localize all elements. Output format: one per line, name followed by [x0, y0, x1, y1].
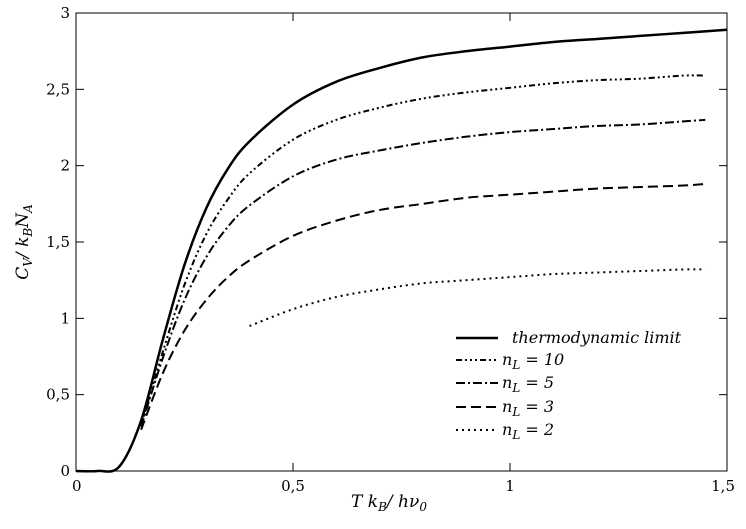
x-tick-label: 0,5: [281, 477, 305, 495]
plot-frame: [75, 12, 728, 472]
x-tick-label: 0: [72, 477, 82, 495]
x-axis-ticks: 0 0,5 1 1,5: [72, 13, 735, 495]
legend-rest-nl-3: = 3: [520, 397, 554, 416]
legend-text-thermodynamic-limit: thermodynamic limit: [512, 328, 682, 347]
y-label-part-1: C: [13, 267, 33, 280]
legend-n-nl-2: n: [502, 420, 512, 439]
y-tick-label: 1: [60, 309, 70, 327]
y-axis-label: CV/ kBNA: [13, 204, 35, 280]
legend-n-nl-3: n: [502, 397, 512, 416]
y-axis-ticks: 0 0,5 1 1,5 2 2,5 3: [46, 4, 727, 480]
y-tick-label: 3: [60, 4, 70, 22]
series-line-nl-3: [140, 182, 706, 431]
legend-entry-thermodynamic-limit: thermodynamic limit: [456, 328, 682, 347]
y-label-part-2: / k: [13, 237, 33, 260]
legend-label-nl-2: nL = 2: [502, 420, 554, 442]
series-lines: [75, 28, 728, 473]
y-tick-label: 1,5: [46, 233, 70, 251]
legend-rest-nl-5: = 5: [520, 373, 554, 392]
legend-rest-nl-10: = 10: [520, 350, 564, 369]
legend-sub-nl-10: L: [511, 358, 520, 372]
legend-label-nl-10: nL = 10: [502, 350, 564, 372]
x-label-part-2: / hν: [385, 492, 419, 512]
legend-sub-nl-5: L: [511, 381, 520, 395]
series-line-nl-5: [140, 118, 706, 428]
series-line-nl-10: [140, 74, 706, 426]
legend-sub-nl-2: L: [511, 428, 520, 442]
y-label-sub-3: A: [21, 204, 35, 214]
y-label-part-3: N: [13, 212, 33, 229]
x-tick-label: 1,5: [711, 477, 735, 495]
series-line-nl-2: [249, 268, 706, 327]
legend-rest-nl-2: = 2: [520, 420, 554, 439]
y-tick-label: 0: [60, 462, 70, 480]
series-line-thermodynamic-limit: [75, 28, 728, 473]
legend-n-nl-10: n: [502, 350, 512, 369]
x-label-part-1: T k: [351, 492, 378, 512]
y-tick-label: 2,5: [46, 80, 70, 98]
legend-n-nl-5: n: [502, 373, 512, 392]
y-tick-label: 0,5: [46, 386, 70, 404]
y-label-sub-2: B: [21, 228, 35, 238]
legend-entry-nl-5: nL = 5: [456, 373, 554, 395]
legend-entry-nl-2: nL = 2: [456, 420, 554, 442]
legend: thermodynamic limit nL = 10 nL = 5 nL = …: [456, 328, 682, 442]
y-tick-label: 2: [60, 157, 70, 175]
legend-label-nl-3: nL = 3: [502, 397, 554, 419]
legend-label-nl-5: nL = 5: [502, 373, 554, 395]
x-label-sub-1: B: [377, 500, 387, 514]
legend-label-thermodynamic-limit: thermodynamic limit: [512, 328, 682, 347]
legend-entry-nl-3: nL = 3: [456, 397, 554, 419]
x-label-sub-2: 0: [419, 500, 427, 514]
x-axis-label: T kB/ hν0: [351, 492, 427, 514]
plot-area: 0 0,5 1 1,5 0 0,5 1 1,5 2 2,5 3: [46, 4, 735, 495]
x-tick-label: 1: [505, 477, 515, 495]
legend-sub-nl-3: L: [511, 405, 520, 419]
legend-entry-nl-10: nL = 10: [456, 350, 564, 372]
y-label-sub-1: V: [21, 257, 35, 267]
